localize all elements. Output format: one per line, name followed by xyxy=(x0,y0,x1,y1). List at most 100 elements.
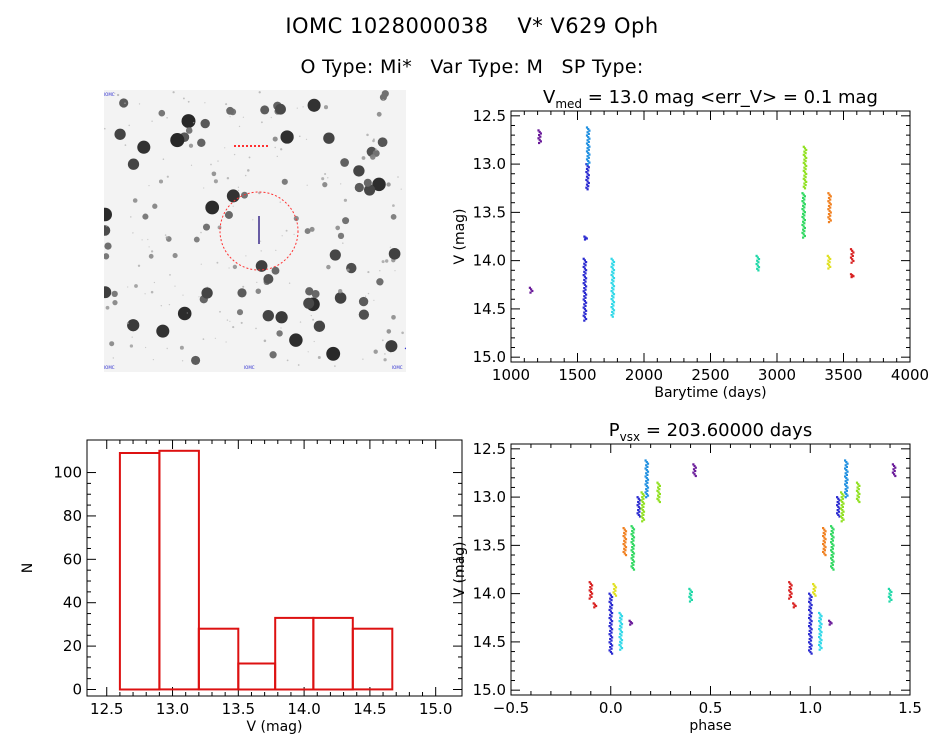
sky-star xyxy=(225,103,228,106)
lc-data-point xyxy=(611,278,614,281)
lc-data-point xyxy=(587,174,590,177)
phase-data-point xyxy=(819,637,822,640)
y-tick-label: 80 xyxy=(63,507,82,525)
phase-data-point xyxy=(608,608,611,611)
phase-data-point xyxy=(694,474,697,478)
histogram-bar xyxy=(312,616,354,691)
lc-data-point xyxy=(802,196,805,199)
phase-data-point xyxy=(830,565,833,568)
phase-data-point xyxy=(809,618,812,621)
phase-data-point xyxy=(610,639,613,642)
sky-star xyxy=(366,133,369,137)
phase-data-point xyxy=(631,558,634,561)
sky-star xyxy=(112,357,114,359)
lc-data-point xyxy=(827,200,830,203)
sky-star xyxy=(126,322,129,325)
phase-data-point xyxy=(693,473,696,476)
phase-data-point xyxy=(819,613,822,616)
phase-data-point xyxy=(829,621,832,624)
lc-data-point xyxy=(585,158,589,161)
y-tick-label: 15.0 xyxy=(473,681,506,699)
sky-rect xyxy=(104,90,406,372)
phase-data-point xyxy=(831,534,834,537)
sky-star xyxy=(158,109,166,117)
lc-data-point xyxy=(803,234,806,238)
phase-data-point xyxy=(619,648,622,651)
sky-star xyxy=(217,225,222,230)
phase-data-point xyxy=(613,584,616,587)
phase-data-point xyxy=(819,626,822,629)
phase-data-point xyxy=(808,641,811,644)
phase-data-point xyxy=(636,496,639,499)
phase-data-point xyxy=(891,471,894,474)
lc-data-point xyxy=(828,193,831,196)
phase-data-point xyxy=(855,481,859,484)
sky-star xyxy=(169,274,171,276)
x-tick-label: 2500 xyxy=(691,366,729,384)
phase-data-point xyxy=(845,469,848,472)
histogram-bar xyxy=(118,452,161,691)
phase-data-point xyxy=(837,502,840,505)
phase-data-point xyxy=(632,528,636,531)
phase-data-point xyxy=(611,620,614,623)
sky-star xyxy=(364,295,367,297)
phase-data-point xyxy=(608,616,611,620)
lc-data-point xyxy=(587,128,590,131)
phase-data-point xyxy=(609,618,612,621)
phase-data-point xyxy=(646,473,649,476)
phase-data-point xyxy=(609,629,612,632)
phase-data-point xyxy=(632,555,635,558)
phase-data-point xyxy=(812,583,815,586)
sky-star xyxy=(285,229,288,232)
lc-data-point xyxy=(538,141,541,145)
phase-data-point xyxy=(646,494,650,497)
lc-data-point xyxy=(586,139,589,142)
x-tick-label: 0.5 xyxy=(699,699,723,717)
sky-star xyxy=(353,165,365,177)
sky-star xyxy=(272,136,278,142)
sky-star xyxy=(200,118,210,129)
sky-star xyxy=(226,106,235,115)
phase-data-point xyxy=(830,537,833,541)
phase-data-point xyxy=(830,562,833,565)
lc-data-point xyxy=(611,283,614,286)
phase-data-point xyxy=(638,507,642,510)
sky-star xyxy=(104,225,111,236)
lc-data-point xyxy=(850,261,853,264)
phase-data-point xyxy=(645,464,648,467)
sky-star xyxy=(275,249,277,252)
sky-star xyxy=(138,103,141,105)
phase-data-point xyxy=(845,484,848,488)
sky-star xyxy=(226,176,230,180)
sky-star xyxy=(204,102,206,104)
sky-label-bottom-left: IOMC xyxy=(104,365,115,370)
sky-star xyxy=(358,296,369,307)
lc-data-point xyxy=(803,203,806,206)
phase-data-point xyxy=(613,592,616,596)
lc-data-point xyxy=(583,311,586,314)
sky-star xyxy=(262,310,274,322)
phase-data-point xyxy=(809,634,812,637)
sky-star xyxy=(127,286,129,288)
phase-data-point xyxy=(645,477,648,480)
phase-data-point xyxy=(631,562,634,565)
lc-data-point xyxy=(755,262,758,266)
y-tick-label: 13.5 xyxy=(473,203,506,221)
x-tick-label: 12.5 xyxy=(90,700,123,718)
sky-star xyxy=(311,290,320,298)
sky-star xyxy=(158,179,164,184)
lc-data-point xyxy=(587,166,590,169)
lc-data-point xyxy=(827,267,830,270)
phase-data-point xyxy=(588,581,591,584)
phase-data-point xyxy=(809,647,813,650)
sky-star xyxy=(372,177,386,192)
x-tick-label: 1.5 xyxy=(898,699,922,717)
sky-star xyxy=(340,158,349,167)
chart-title: Vmed = 13.0 mag <err_V> = 0.1 mag xyxy=(543,87,878,111)
lc-data-point xyxy=(803,206,806,209)
lc-data-point xyxy=(804,168,807,171)
phase-data-point xyxy=(855,489,859,492)
lc-data-point xyxy=(582,274,585,277)
sky-star xyxy=(288,282,291,284)
phase-data-point xyxy=(820,647,823,650)
